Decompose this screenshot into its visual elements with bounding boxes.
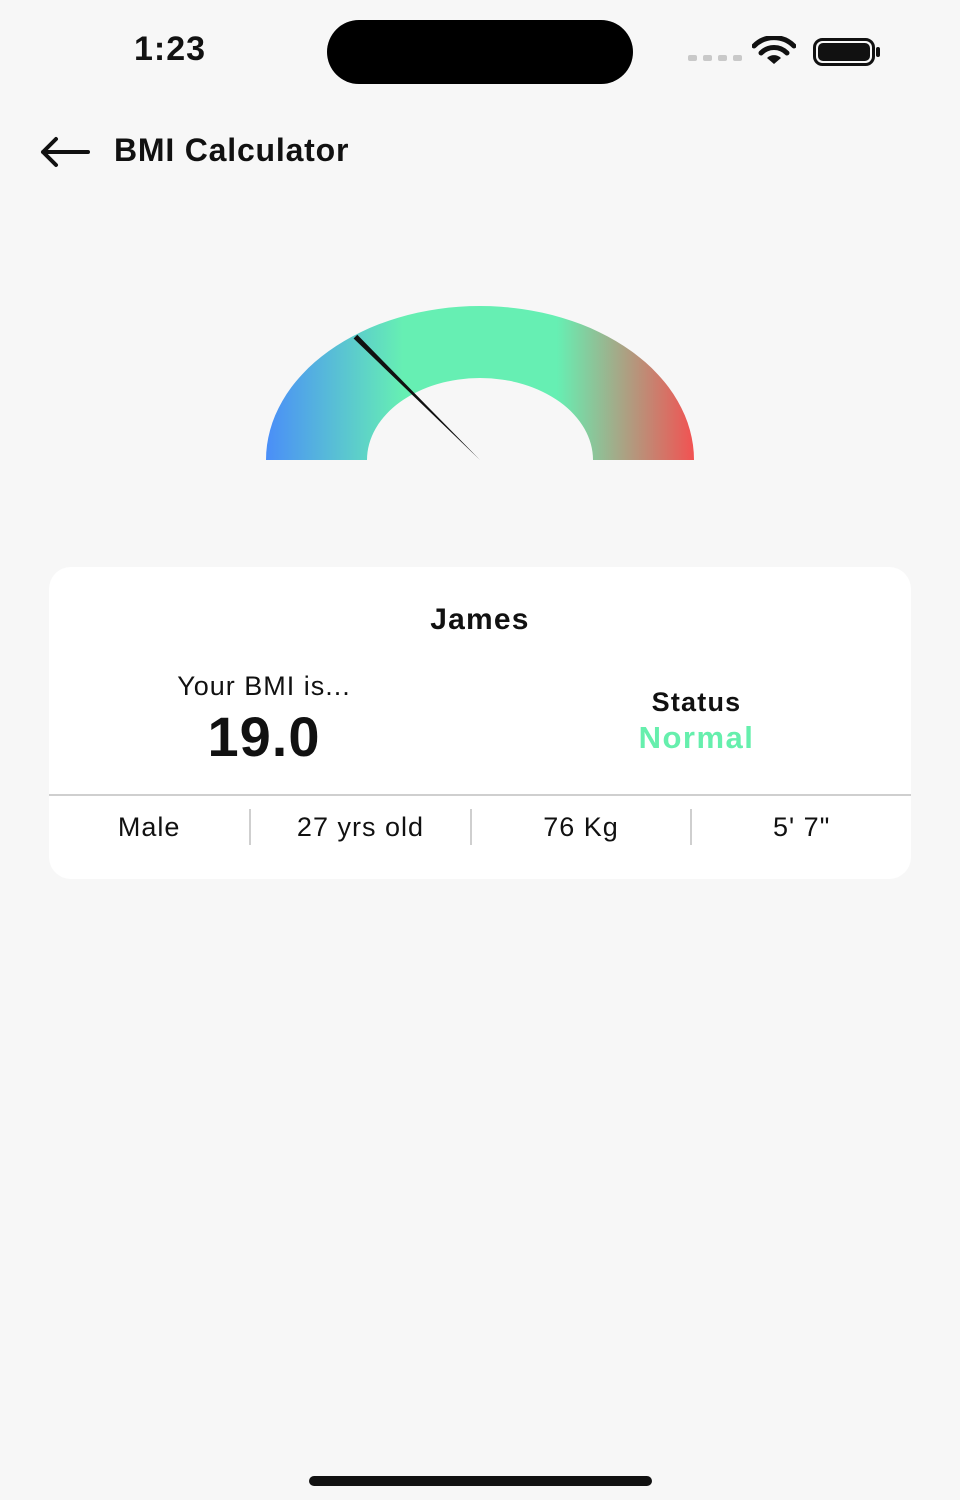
wifi-icon (752, 36, 796, 64)
stat-separator (469, 809, 472, 845)
dynamic-island (327, 20, 633, 84)
status-value: Normal (638, 720, 755, 755)
bmi-label: Your BMI is... (177, 671, 351, 701)
stat-weight: 76 Kg (543, 812, 619, 842)
card-divider (49, 794, 911, 796)
battery-icon (813, 38, 880, 66)
arrow-left-icon (41, 137, 90, 167)
person-name: James (430, 603, 530, 636)
stat-gender: Male (117, 812, 181, 842)
home-indicator[interactable] (309, 1476, 652, 1486)
back-button[interactable] (34, 130, 94, 174)
status-label: Status (651, 687, 742, 717)
stat-separator (690, 809, 693, 845)
bmi-value: 19.0 (207, 705, 321, 768)
page-title: BMI Calculator (114, 132, 350, 168)
status-block: Status Normal (569, 687, 824, 756)
status-bar: 1:23 (0, 0, 960, 110)
stats-row: Male 27 yrs old 76 Kg 5' 7" (49, 807, 911, 847)
stat-height: 5' 7" (773, 812, 831, 842)
stat-separator (249, 809, 252, 845)
bmi-block: Your BMI is... 19.0 (109, 671, 419, 768)
bmi-gauge (266, 306, 694, 460)
cellular-signal-icon (688, 55, 742, 61)
gauge-needle (353, 334, 480, 460)
app-header: BMI Calculator (0, 120, 960, 184)
gauge-arc (266, 306, 694, 460)
bmi-result-card: James Your BMI is... 19.0 Status Normal … (49, 567, 911, 879)
stat-age: 27 yrs old (296, 812, 424, 842)
status-time: 1:23 (134, 30, 207, 68)
